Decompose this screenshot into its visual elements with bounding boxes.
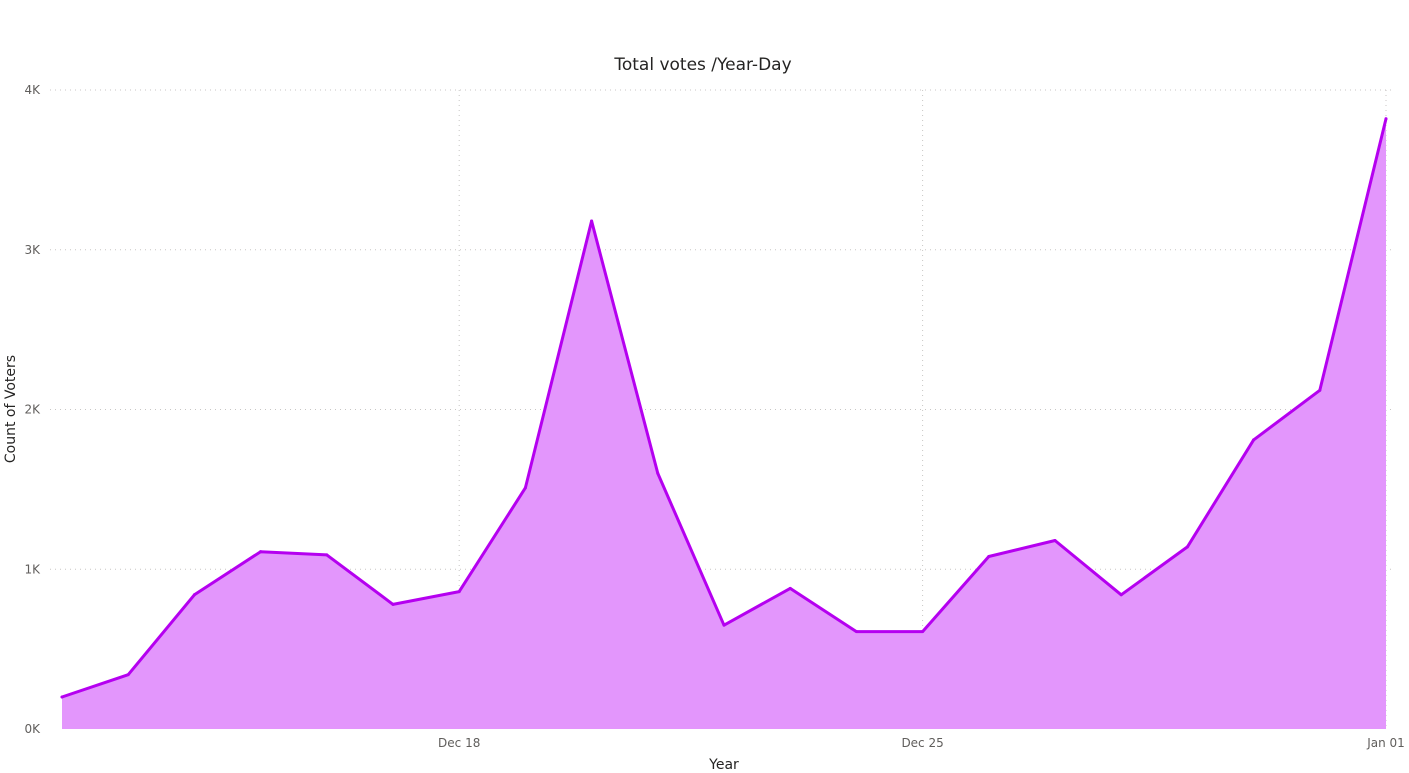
data-point [457,590,461,594]
data-point [722,623,726,627]
data-point [126,673,130,677]
y-tick-label: 4K [24,83,41,97]
x-tick-label: Dec 25 [901,736,943,750]
data-point [391,602,395,606]
x-tick-label: Jan 01 [1366,736,1405,750]
data-point [590,219,594,223]
x-axis-title: Year [708,757,739,773]
y-tick-label: 1K [24,562,41,576]
data-point [656,471,660,475]
data-point [1318,388,1322,392]
y-axis-ticks: 0K 1K 2K 3K 4K [24,83,41,736]
data-point [788,586,792,590]
y-tick-label: 2K [24,403,41,417]
data-point [1384,117,1388,121]
area-fill [62,118,1386,730]
data-point [192,593,196,597]
data-point [854,630,858,634]
data-point [523,486,527,490]
data-point [921,630,925,634]
x-tick-label: Dec 18 [438,736,480,750]
x-axis-ticks: Dec 18 Dec 25 Jan 01 [438,736,1405,750]
horizontal-gridlines [50,89,1392,570]
data-point [325,553,329,557]
data-points [60,117,1388,699]
y-tick-label: 3K [24,243,41,257]
data-point [1119,593,1123,597]
data-point [1252,438,1256,442]
data-point [1185,545,1189,549]
data-point [259,550,263,554]
y-tick-label: 0K [24,722,41,736]
data-point [987,554,991,558]
data-point [60,695,64,699]
y-axis-title: Count of Voters [3,355,19,463]
chart-title: Total votes /Year-Day [613,55,791,75]
data-point [1053,538,1057,542]
